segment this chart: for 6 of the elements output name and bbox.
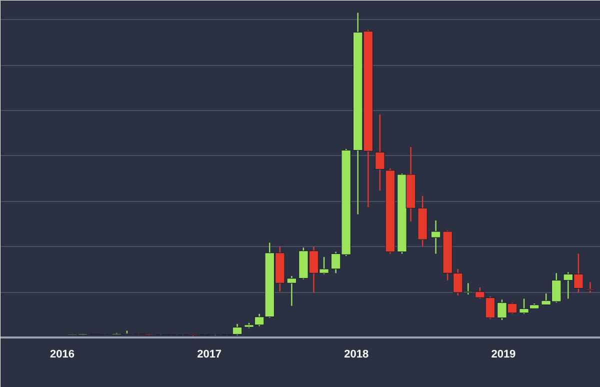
x-tick-label: 2017 [197,348,222,360]
x-tick-label: 2018 [344,348,369,360]
x-tick-label: 2019 [491,348,516,360]
candlestick [585,282,596,294]
x-tick-label: 2016 [50,348,75,360]
candlestick [374,114,385,192]
